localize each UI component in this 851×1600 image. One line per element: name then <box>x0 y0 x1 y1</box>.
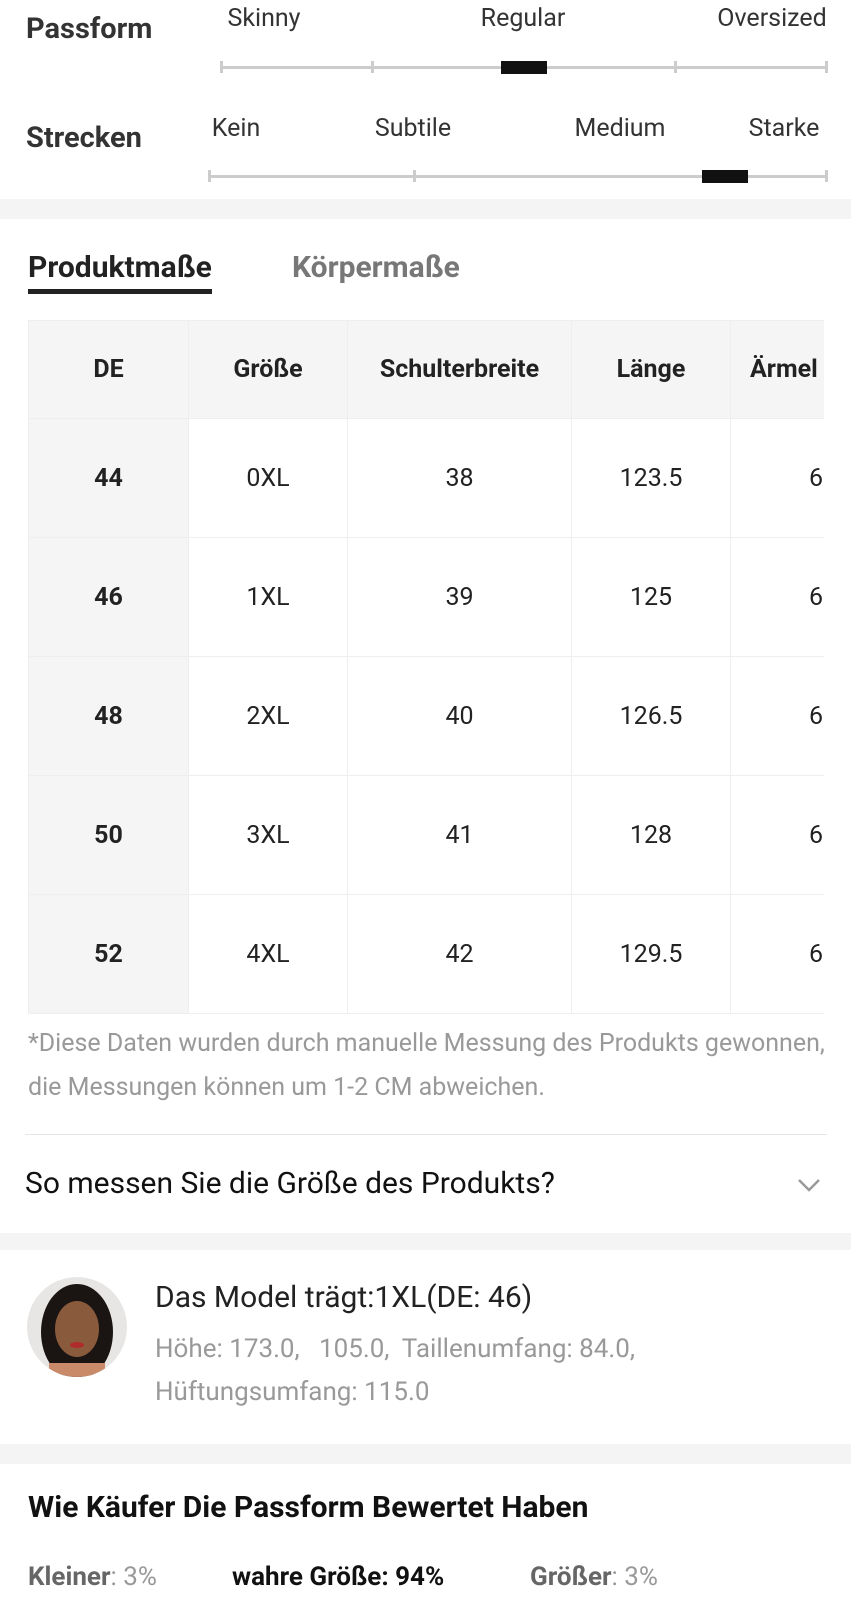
size-table: DE Größe Schulterbreite Länge Ärmel 44 0XL 38 1… <box>28 320 824 1014</box>
note: *Diese Daten wurden durch manuelle Messu… <box>28 1029 825 1102</box>
table-cell: 52 <box>28 894 189 1014</box>
divider <box>25 1134 827 1135</box>
column-header: Schulterbreite <box>347 320 572 419</box>
table-cell: 48 <box>28 656 189 776</box>
slider-track <box>209 175 826 178</box>
slider-option: Kein <box>211 114 261 143</box>
table-cell: 129.5 <box>571 894 731 1014</box>
model-measures: Hüftungsumfang: 115.0 <box>155 1377 430 1407</box>
column-header: Länge <box>571 320 731 419</box>
table-cell: 6 <box>730 656 824 776</box>
table-cell: 39 <box>347 537 572 657</box>
slider-option: Oversized <box>717 4 827 33</box>
table-cell: 42 <box>347 894 572 1014</box>
table-cell: 3XL <box>188 775 348 895</box>
rating-value: : 3% <box>611 1562 658 1592</box>
slider-tick <box>673 61 677 73</box>
rating-value: : 3% <box>110 1562 157 1592</box>
table-cell: 46 <box>28 537 189 657</box>
table-row: 52 4XL 42 129.5 6 <box>28 894 824 1014</box>
rating-item: Kleiner: 3% <box>28 1562 157 1592</box>
table-cell: 2XL <box>188 656 348 776</box>
table-cell: 126.5 <box>571 656 731 776</box>
model-title: Das Model trägt:1XL(DE: 46) <box>155 1280 533 1315</box>
rating-item: wahre Größe: 94% <box>232 1562 444 1592</box>
table-cell: 6 <box>730 418 824 538</box>
accordion-title[interactable]: So messen Sie die Größe des Produkts? <box>25 1166 555 1201</box>
tab[interactable]: Produktmaße <box>28 250 212 294</box>
divider-band <box>0 1444 851 1464</box>
divider-band <box>0 1233 851 1250</box>
slider-tick <box>220 61 223 73</box>
table-row: 46 1XL 39 125 6 <box>28 537 824 657</box>
model-avatar <box>27 1277 127 1377</box>
tab[interactable]: Körpermaße <box>292 250 460 285</box>
slider-selected <box>500 61 547 74</box>
table-row: 50 3XL 41 128 6 <box>28 775 824 895</box>
column-header: Ärmel <box>730 320 824 419</box>
table-cell: 38 <box>347 418 572 538</box>
slider-tick <box>208 170 211 182</box>
table-cell: 6 <box>730 894 824 1014</box>
table: DE Größe Schulterbreite Länge Ärmel 44 0XL 38 1… <box>28 320 824 1014</box>
table-cell: 6 <box>730 775 824 895</box>
fit-label: Passform <box>26 12 153 46</box>
slider-tick <box>371 61 375 73</box>
slider-option: Medium <box>574 114 666 143</box>
rating-label: Kleiner <box>28 1562 111 1592</box>
slider-option: Subtile <box>374 114 452 143</box>
model-measures: Höhe: 173.0, 105.0, Taillenumfang: 84.0, <box>155 1334 635 1364</box>
table-row: 48 2XL 40 126.5 6 <box>28 656 824 776</box>
table-cell: 40 <box>347 656 572 776</box>
rating-heading: Wie Käufer Die Passform Bewertet Haben <box>28 1490 589 1525</box>
table-cell: 50 <box>28 775 189 895</box>
table-cell: 128 <box>571 775 731 895</box>
table-cell: 125 <box>571 537 731 657</box>
divider-band <box>0 199 851 219</box>
rating-label: wahre Größe: 94% <box>232 1562 445 1592</box>
slider-tick <box>413 170 417 182</box>
table-cell: 1XL <box>188 537 348 657</box>
slider-option: Skinny <box>227 4 301 33</box>
table-cell: 123.5 <box>571 418 731 538</box>
slider-option: Regular <box>480 4 566 33</box>
table-cell: 4XL <box>188 894 348 1014</box>
slider-tick <box>825 170 828 182</box>
fit-label: Strecken <box>26 121 142 155</box>
table-cell: 0XL <box>188 418 348 538</box>
column-header: Größe <box>188 320 348 419</box>
rating-item: Größer: 3% <box>530 1562 658 1592</box>
slider-selected <box>702 170 749 183</box>
table-cell: 41 <box>347 775 572 895</box>
table-cell: 6 <box>730 537 824 657</box>
rating-label: Größer <box>530 1562 612 1592</box>
slider-tick <box>825 61 828 73</box>
table-row: 44 0XL 38 123.5 6 <box>28 418 824 538</box>
slider-option: Starke <box>748 114 820 143</box>
chevron[interactable] <box>796 1176 822 1194</box>
table-cell: 44 <box>28 418 189 538</box>
column-header: DE <box>28 320 189 419</box>
